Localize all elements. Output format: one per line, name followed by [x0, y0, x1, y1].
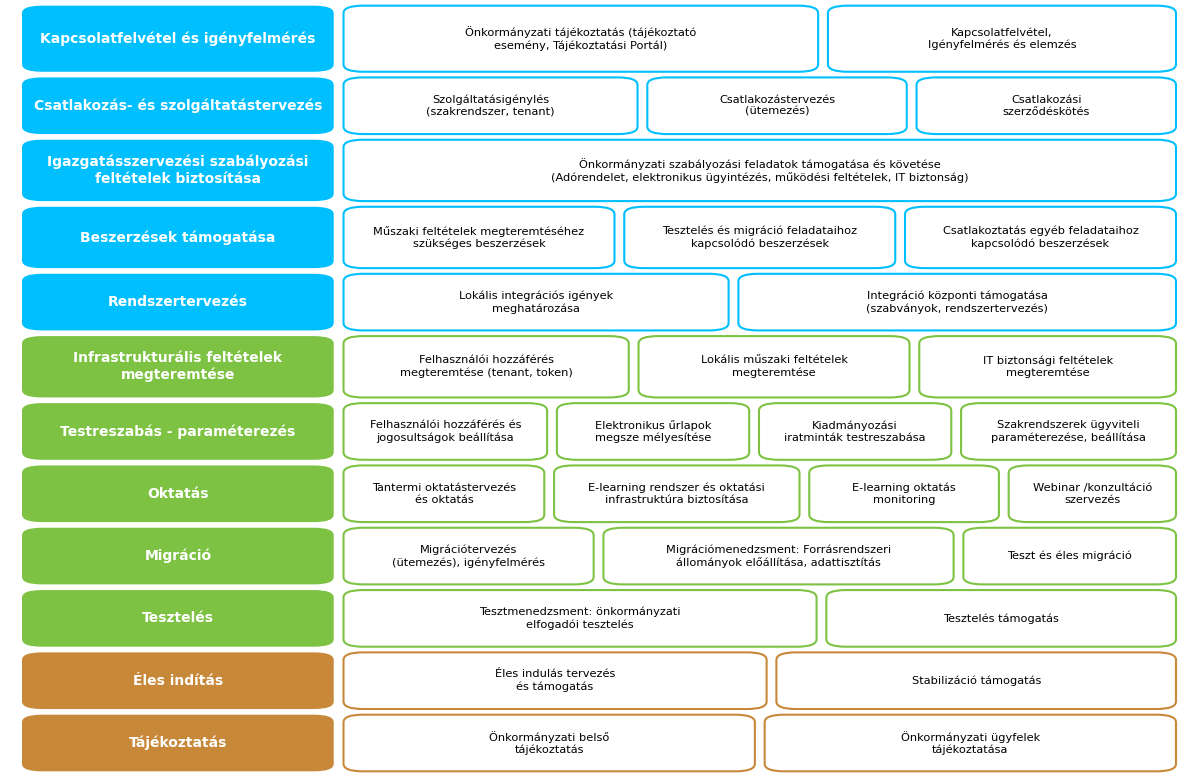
FancyBboxPatch shape	[344, 140, 1176, 201]
FancyBboxPatch shape	[344, 207, 615, 268]
FancyBboxPatch shape	[604, 528, 954, 584]
Text: Tantermi oktatástervezés
és oktatás: Tantermi oktatástervezés és oktatás	[371, 483, 516, 505]
FancyBboxPatch shape	[22, 140, 334, 201]
Text: Szakrendszerek ügyviteli
paraméterezése, beállítása: Szakrendszerek ügyviteli paraméterezése,…	[991, 420, 1146, 443]
FancyBboxPatch shape	[919, 336, 1176, 398]
Text: Éles indulás tervezés
és támogatás: Éles indulás tervezés és támogatás	[495, 670, 616, 692]
Text: Migrációtervezés
(ütemezés), igényfelmérés: Migrációtervezés (ütemezés), igényfelmér…	[392, 545, 545, 568]
FancyBboxPatch shape	[344, 403, 547, 460]
FancyBboxPatch shape	[764, 715, 1176, 772]
FancyBboxPatch shape	[344, 5, 818, 71]
Text: E-learning rendszer és oktatási
infrastruktúra biztosítása: E-learning rendszer és oktatási infrastr…	[588, 483, 766, 505]
Text: Migráció: Migráció	[144, 549, 211, 563]
Text: Infrastrukturális feltételek
megteremtése: Infrastrukturális feltételek megteremtés…	[73, 351, 283, 382]
Text: Integráció központi támogatása
(szabványok, rendszertervezés): Integráció központi támogatása (szabvány…	[866, 291, 1048, 314]
FancyBboxPatch shape	[22, 715, 334, 772]
Text: Igazgatásszervezési szabályozási
feltételek biztosítása: Igazgatásszervezési szabályozási feltéte…	[47, 155, 309, 186]
FancyBboxPatch shape	[344, 528, 594, 584]
Text: Migrációmenedzsment: Forrásrendszeri
állományok előállítása, adattisztítás: Migrációmenedzsment: Forrásrendszeri áll…	[666, 544, 891, 568]
FancyBboxPatch shape	[904, 207, 1176, 268]
FancyBboxPatch shape	[22, 528, 334, 584]
Text: Tájékoztatás: Tájékoztatás	[128, 736, 228, 751]
Text: Önkormányzati szabályozási feladatok támogatása és követése
(Adórendelet, elektr: Önkormányzati szabályozási feladatok tám…	[551, 158, 968, 183]
FancyBboxPatch shape	[624, 207, 895, 268]
FancyBboxPatch shape	[776, 653, 1176, 709]
Text: Csatlakozási
szerződéskötés: Csatlakozási szerződéskötés	[1003, 95, 1090, 117]
FancyBboxPatch shape	[22, 207, 334, 268]
FancyBboxPatch shape	[22, 78, 334, 134]
Text: Felhasználói hozzáférés és
jogosultságok beállítása: Felhasználói hozzáférés és jogosultságok…	[369, 420, 521, 443]
Text: Webinar /konzultáció
szervezés: Webinar /konzultáció szervezés	[1033, 483, 1152, 505]
Text: Lokális integrációs igények
meghatározása: Lokális integrációs igények meghatározás…	[459, 291, 613, 314]
Text: Tesztmenedzsment: önkormányzati
elfogadói tesztelés: Tesztmenedzsment: önkormányzati elfogadó…	[479, 607, 680, 630]
FancyBboxPatch shape	[22, 403, 334, 460]
Text: Önkormányzati belső
tájékoztatás: Önkormányzati belső tájékoztatás	[489, 730, 610, 755]
FancyBboxPatch shape	[810, 465, 999, 522]
FancyBboxPatch shape	[557, 403, 749, 460]
FancyBboxPatch shape	[961, 403, 1176, 460]
Text: Tesztelés és migráció feladataihoz
kapcsolódó beszerzések: Tesztelés és migráció feladataihoz kapcs…	[662, 226, 858, 249]
Text: Oktatás: Oktatás	[147, 486, 208, 500]
FancyBboxPatch shape	[1009, 465, 1176, 522]
Text: Szolgáltatásigénylés
(szakrendszer, tenant): Szolgáltatásigénylés (szakrendszer, tena…	[426, 95, 555, 117]
Text: E-learning oktatás
monitoring: E-learning oktatás monitoring	[852, 483, 956, 505]
FancyBboxPatch shape	[760, 403, 951, 460]
FancyBboxPatch shape	[828, 5, 1176, 71]
FancyBboxPatch shape	[22, 465, 334, 522]
Text: Önkormányzati tájékoztatás (tájékoztató
esemény, Tájékoztatási Portál): Önkormányzati tájékoztatás (tájékoztató …	[465, 26, 696, 51]
FancyBboxPatch shape	[639, 336, 909, 398]
FancyBboxPatch shape	[344, 590, 817, 646]
FancyBboxPatch shape	[344, 336, 629, 398]
Text: Testreszabás - paraméterezés: Testreszabás - paraméterezés	[60, 424, 296, 439]
Text: Csatlakozás- és szolgáltatástervezés: Csatlakozás- és szolgáltatástervezés	[34, 99, 322, 113]
Text: Önkormányzati ügyfelek
tájékoztatása: Önkormányzati ügyfelek tájékoztatása	[901, 730, 1040, 755]
FancyBboxPatch shape	[827, 590, 1176, 646]
FancyBboxPatch shape	[647, 78, 907, 134]
FancyBboxPatch shape	[738, 274, 1176, 330]
Text: Műszaki feltételek megteremtéséhez
szükséges beszerzések: Műszaki feltételek megteremtéséhez szüks…	[374, 225, 585, 249]
FancyBboxPatch shape	[22, 336, 334, 398]
Text: Csatlakoztatás egyéb feladataihoz
kapcsolódó beszerzések: Csatlakoztatás egyéb feladataihoz kapcso…	[943, 226, 1138, 249]
Text: Felhasználói hozzáférés
megteremtése (tenant, token): Felhasználói hozzáférés megteremtése (te…	[400, 355, 573, 378]
Text: Kapcsolatfelvétel,
Igényfelmérés és elemzés: Kapcsolatfelvétel, Igényfelmérés és elem…	[927, 27, 1076, 51]
Text: IT biztonsági feltételek
megteremtése: IT biztonsági feltételek megteremtése	[982, 355, 1113, 378]
FancyBboxPatch shape	[344, 78, 637, 134]
Text: Lokális műszaki feltételek
megteremtése: Lokális műszaki feltételek megteremtése	[701, 355, 847, 378]
FancyBboxPatch shape	[22, 590, 334, 646]
FancyBboxPatch shape	[22, 653, 334, 709]
FancyBboxPatch shape	[344, 274, 728, 330]
Text: Kiadmányozási
iratminták testreszabása: Kiadmányozási iratminták testreszabása	[785, 420, 926, 443]
FancyBboxPatch shape	[963, 528, 1176, 584]
Text: Rendszertervezés: Rendszertervezés	[108, 295, 248, 309]
Text: Kapcsolatfelvétel és igényfelmérés: Kapcsolatfelvétel és igényfelmérés	[41, 31, 315, 46]
FancyBboxPatch shape	[344, 465, 544, 522]
FancyBboxPatch shape	[22, 274, 334, 330]
Text: Stabilizáció támogatás: Stabilizáció támogatás	[912, 675, 1041, 686]
FancyBboxPatch shape	[916, 78, 1176, 134]
Text: Tesztelés: Tesztelés	[141, 611, 214, 625]
FancyBboxPatch shape	[555, 465, 799, 522]
Text: Teszt és éles migráció: Teszt és éles migráció	[1008, 551, 1132, 561]
Text: Elektronikus űrlapok
megsze mélyesítése: Elektronikus űrlapok megsze mélyesítése	[594, 420, 712, 443]
Text: Éles indítás: Éles indítás	[133, 674, 223, 688]
FancyBboxPatch shape	[344, 653, 767, 709]
FancyBboxPatch shape	[22, 5, 334, 71]
Text: Tesztelés támogatás: Tesztelés támogatás	[943, 613, 1059, 624]
Text: Csatlakozástervezés
(ütemezés): Csatlakozástervezés (ütemezés)	[719, 95, 835, 117]
FancyBboxPatch shape	[344, 715, 755, 772]
Text: Beszerzések támogatása: Beszerzések támogatása	[80, 230, 276, 245]
